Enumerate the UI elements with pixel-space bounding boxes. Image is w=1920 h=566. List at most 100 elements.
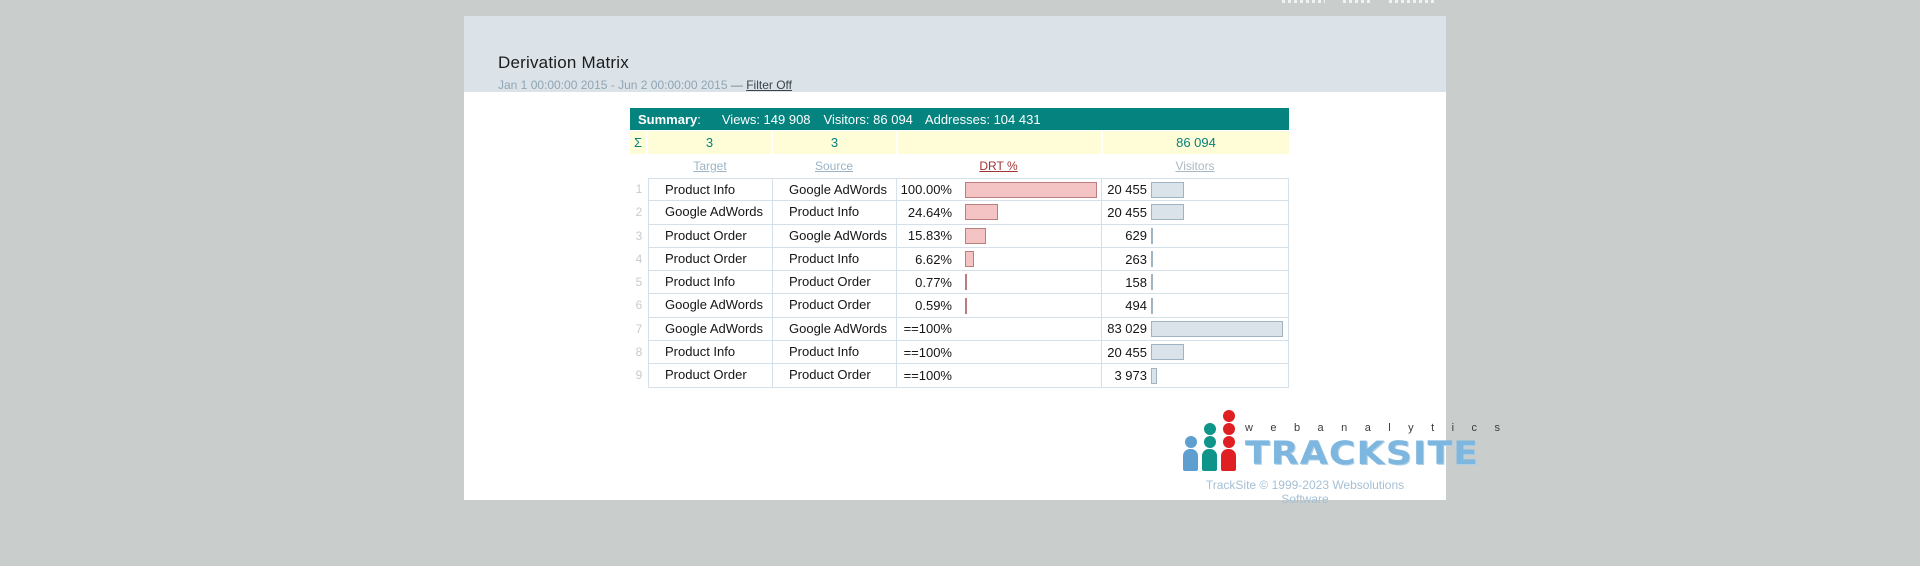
- visitors-value: 3 973: [1114, 368, 1147, 384]
- visitors-value: 20 455: [1107, 182, 1147, 198]
- drt-cell: 0.77%: [896, 271, 1101, 295]
- visitors-cell: 494: [1101, 294, 1289, 318]
- drt-cell: ==100%: [896, 341, 1101, 365]
- visitors-cell: 158: [1101, 271, 1289, 295]
- row-number: 8: [635, 345, 643, 360]
- drt-bar: [965, 251, 974, 268]
- row-number: 6: [635, 298, 643, 313]
- target-cell: Google AdWords: [648, 294, 772, 318]
- table-row: 8 Product Info Product Info ==100% 20 45…: [630, 341, 1289, 365]
- top-nav-link-remnant[interactable]: [1389, 0, 1435, 3]
- visitors-cell: 83 029: [1101, 317, 1289, 342]
- row-number: 3: [635, 228, 643, 243]
- page-title: Derivation Matrix: [498, 53, 629, 72]
- drt-cell: 100.00%: [896, 178, 1101, 202]
- row-number: 5: [635, 275, 643, 290]
- totals-target: 3: [648, 131, 771, 154]
- target-cell: Google AdWords: [648, 201, 772, 225]
- main-panel: Derivation Matrix Jan 1 00:00:00 2015 - …: [464, 16, 1500, 506]
- target-cell: Product Info: [648, 271, 772, 295]
- drt-percent: 0.77%: [915, 274, 952, 290]
- date-range: Jan 1 00:00:00 2015 - Jun 2 00:00:00 201…: [498, 78, 728, 92]
- separator-dash: —: [730, 78, 743, 92]
- visitors-bar: [1151, 274, 1153, 291]
- source-cell: Google AdWords: [772, 317, 896, 342]
- teal-person-icon: [1202, 423, 1217, 471]
- visitors-bar: [1151, 251, 1153, 268]
- summary-label: Summary: [638, 111, 698, 127]
- target-cell: Product Order: [648, 364, 772, 388]
- top-nav-link-remnant[interactable]: [1343, 0, 1372, 3]
- row-number: 7: [635, 321, 643, 336]
- summary-colon: :: [697, 111, 701, 127]
- row-number: 1: [635, 182, 643, 196]
- visitors-bar: [1151, 367, 1158, 384]
- visitors-value: 20 455: [1107, 344, 1147, 360]
- visitors-cell: 20 455: [1101, 341, 1289, 365]
- visitors-value: 158: [1125, 274, 1147, 290]
- source-cell: Google AdWords: [772, 224, 896, 248]
- sort-source-link[interactable]: Source: [814, 159, 854, 173]
- drt-cell: ==100%: [896, 364, 1101, 388]
- totals-row: Σ 3 3 86 094: [630, 131, 1289, 154]
- drt-percent: ==100%: [903, 344, 952, 360]
- source-cell: Product Info: [772, 201, 896, 225]
- visitors-cell: 629: [1101, 224, 1289, 248]
- drt-percent: 0.59%: [915, 298, 952, 314]
- visitors-value: 83 029: [1107, 321, 1147, 337]
- table-row: 6 Google AdWords Product Order 0.59% 494: [630, 294, 1289, 318]
- copyright-text: TrackSite © 1999-2023 Websolutions Softw…: [1205, 478, 1405, 506]
- summary-visitors: Visitors: 86 094: [823, 111, 913, 127]
- table-row: 3 Product Order Google AdWords 15.83% 62…: [630, 224, 1289, 248]
- report-subtitle: Jan 1 00:00:00 2015 - Jun 2 00:00:00 201…: [498, 78, 1446, 92]
- drt-bar: [965, 227, 986, 244]
- source-cell: Product Order: [772, 294, 896, 318]
- drt-bar: [965, 204, 998, 221]
- top-nav-link-remnant[interactable]: [1282, 0, 1325, 3]
- blue-person-icon: [1183, 436, 1198, 471]
- drt-percent: 24.64%: [907, 204, 952, 220]
- visitors-value: 20 455: [1107, 204, 1147, 220]
- summary-views: Views: 149 908: [721, 111, 811, 127]
- target-cell: Product Info: [648, 178, 772, 202]
- target-cell: Product Order: [648, 224, 772, 248]
- visitors-cell: 263: [1101, 247, 1289, 272]
- totals-source: 3: [773, 131, 896, 154]
- drt-cell: 6.62%: [896, 247, 1101, 272]
- visitors-bar: [1151, 181, 1184, 198]
- drt-percent: 15.83%: [907, 228, 952, 244]
- visitors-cell: 20 455: [1101, 201, 1289, 225]
- sort-drt-link[interactable]: DRT %: [979, 159, 1018, 173]
- drt-cell: 0.59%: [896, 294, 1101, 318]
- source-cell: Product Order: [772, 364, 896, 388]
- table-row: 5 Product Info Product Order 0.77% 158: [630, 271, 1289, 295]
- table-row: 7 Google AdWords Google AdWords ==100% 8…: [630, 317, 1289, 342]
- table-row: 2 Google AdWords Product Info 24.64% 20 …: [630, 201, 1289, 225]
- drt-bar: [965, 274, 967, 291]
- visitors-cell: 20 455: [1101, 178, 1289, 202]
- target-cell: Product Order: [648, 247, 772, 272]
- report-header: Derivation Matrix Jan 1 00:00:00 2015 - …: [464, 16, 1446, 92]
- visitors-bar: [1151, 320, 1283, 337]
- logo-tagline: w e b a n a l y t i c s: [1245, 422, 1508, 435]
- drt-bar: [965, 181, 1097, 198]
- drt-cell: 15.83%: [896, 224, 1101, 248]
- drt-percent: 100.00%: [900, 182, 952, 198]
- sort-visitors-link[interactable]: Visitors: [1175, 159, 1215, 173]
- filter-off-link[interactable]: Filter Off: [746, 78, 793, 92]
- drt-bar: [965, 297, 967, 314]
- row-number: 2: [635, 205, 643, 220]
- table-row: 4 Product Order Product Info 6.62% 263: [630, 247, 1289, 272]
- derivation-matrix-table: Summary : Views: 149 908 Visitors: 86 09…: [630, 108, 1289, 388]
- totals-visitors: 86 094: [1103, 131, 1289, 154]
- visitors-bar: [1151, 297, 1153, 314]
- drt-percent: 6.62%: [915, 251, 952, 267]
- source-cell: Google AdWords: [772, 178, 896, 202]
- table-body: 1 Product Info Google AdWords 100.00% 20…: [630, 178, 1289, 388]
- target-cell: Google AdWords: [648, 317, 772, 342]
- people-chart-icon: [1183, 410, 1236, 471]
- visitors-cell: 3 973: [1101, 364, 1289, 388]
- visitors-bar: [1151, 344, 1184, 361]
- target-cell: Product Info: [648, 341, 772, 365]
- sort-target-link[interactable]: Target: [693, 159, 727, 173]
